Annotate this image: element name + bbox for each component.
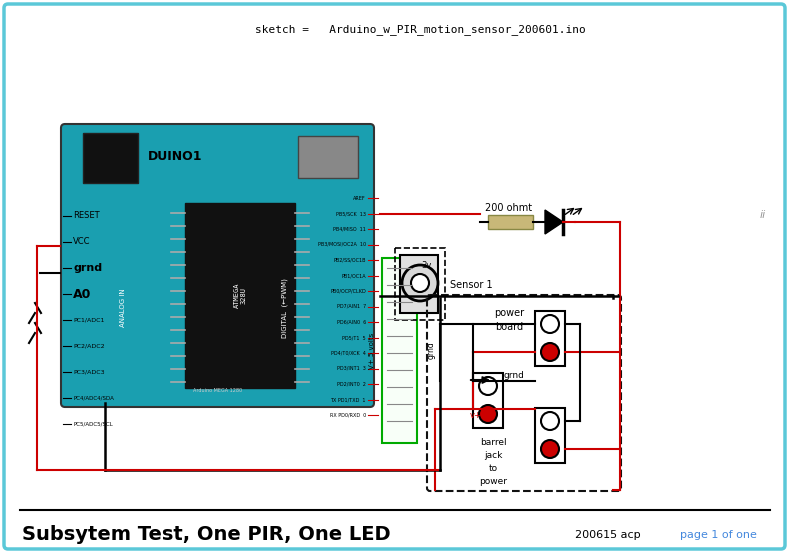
Bar	[83, 133, 138, 183]
Text: power: power	[494, 308, 524, 318]
Text: 200615 acp: 200615 acp	[575, 530, 641, 540]
Text: grnd: grnd	[427, 342, 435, 360]
Text: to: to	[488, 464, 498, 473]
Text: jack: jack	[483, 451, 502, 460]
FancyBboxPatch shape	[4, 4, 785, 549]
Bar	[185, 203, 295, 388]
Text: 200 ohmt: 200 ohmt	[485, 203, 532, 213]
Text: VCC: VCC	[73, 238, 91, 247]
Text: PC3/ADC3: PC3/ADC3	[73, 370, 104, 375]
Bar	[535, 408, 565, 463]
Text: PB2/SS/OC1B: PB2/SS/OC1B	[333, 258, 366, 263]
Text: A0: A0	[73, 288, 92, 300]
Text: sketch =   Arduino_w_PIR_motion_sensor_200601.ino: sketch = Arduino_w_PIR_motion_sensor_200…	[254, 24, 585, 35]
Text: Arduino MEGA 1280: Arduino MEGA 1280	[193, 388, 242, 393]
Text: RX PD0/RXD  0: RX PD0/RXD 0	[329, 413, 366, 418]
Text: DUINO1: DUINO1	[148, 150, 202, 162]
Text: DIGITAL  (←PWM): DIGITAL (←PWM)	[282, 278, 288, 338]
Text: PD7/AIN1  7: PD7/AIN1 7	[337, 304, 366, 309]
Text: RESET: RESET	[73, 212, 100, 220]
FancyBboxPatch shape	[61, 124, 374, 407]
Text: PC4/ADC4/SDA: PC4/ADC4/SDA	[73, 396, 114, 401]
Text: ATMEGA
328U: ATMEGA 328U	[234, 283, 246, 308]
Text: Subsytem Test, One PIR, One LED: Subsytem Test, One PIR, One LED	[22, 526, 390, 545]
Text: TX PD1/TXD  1: TX PD1/TXD 1	[330, 397, 366, 402]
Text: board: board	[495, 322, 523, 332]
Text: AREF: AREF	[353, 196, 366, 201]
Text: PD5/T1  5: PD5/T1 5	[342, 335, 366, 340]
Text: PD4/T0/XCK  4: PD4/T0/XCK 4	[331, 351, 366, 356]
Text: PB3/MOSI/OC2A  10: PB3/MOSI/OC2A 10	[318, 242, 366, 247]
Text: PC1/ADC1: PC1/ADC1	[73, 317, 104, 322]
Bar	[382, 258, 417, 443]
Bar	[400, 255, 438, 313]
Text: V+ 5 volts: V+ 5 volts	[369, 332, 375, 368]
Text: PD2/INT0  2: PD2/INT0 2	[337, 382, 366, 387]
Circle shape	[479, 405, 497, 423]
Text: PB1/OC1A: PB1/OC1A	[341, 273, 366, 278]
Text: PB5/SCK  13: PB5/SCK 13	[336, 211, 366, 216]
Bar	[535, 311, 565, 366]
Circle shape	[411, 274, 429, 292]
Bar	[488, 215, 533, 229]
Text: PB0/OCP/CLKD: PB0/OCP/CLKD	[330, 289, 366, 294]
Text: PC5/ADC5/SCL: PC5/ADC5/SCL	[73, 422, 113, 427]
Bar	[395, 248, 445, 320]
Text: power: power	[479, 477, 507, 486]
Text: barrel: barrel	[480, 438, 506, 447]
Text: ANALOG IN: ANALOG IN	[120, 289, 126, 327]
Circle shape	[541, 343, 559, 361]
Text: Sensor 1: Sensor 1	[450, 280, 493, 290]
Text: page 1 of one: page 1 of one	[680, 530, 757, 540]
Circle shape	[402, 265, 438, 301]
Text: v+5: v+5	[470, 411, 487, 419]
Bar	[473, 373, 503, 428]
Text: PC2/ADC2: PC2/ADC2	[73, 343, 104, 348]
Polygon shape	[545, 210, 563, 234]
Text: grnd: grnd	[73, 263, 102, 273]
Circle shape	[541, 440, 559, 458]
Text: grnd: grnd	[504, 371, 525, 379]
Text: PD6/AIN0  6: PD6/AIN0 6	[337, 320, 366, 325]
Bar	[298, 136, 358, 178]
Text: PB4/MISO  11: PB4/MISO 11	[333, 227, 366, 232]
Text: 3v: 3v	[421, 261, 431, 270]
Text: PD3/INT1  3: PD3/INT1 3	[337, 366, 366, 371]
Text: ii: ii	[760, 210, 766, 220]
